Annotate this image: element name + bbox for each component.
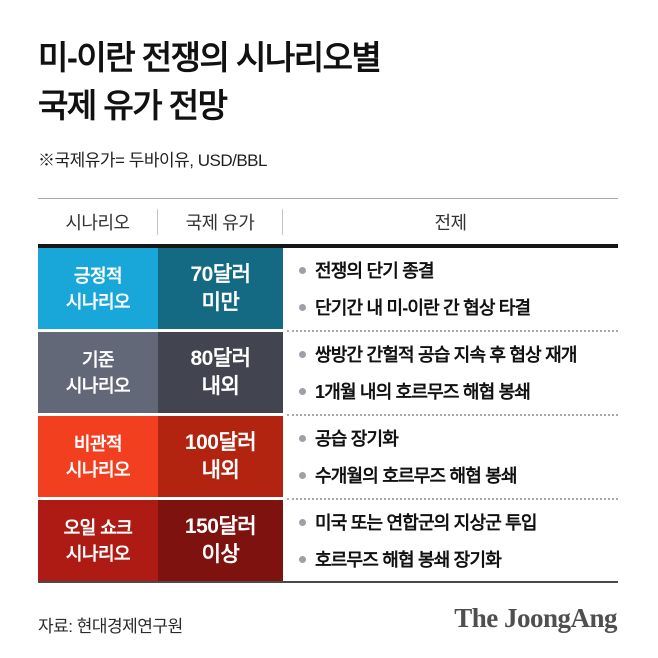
- table-row-oil-shock: 오일 쇼크 시나리오 150달러 이상 미국 또는 연합군의 지상군 투입 호르…: [38, 500, 618, 581]
- source-credit: 자료: 현대경제연구원: [38, 617, 183, 636]
- premise-cell: 공습 장기화 수개월의 호르무즈 해협 봉쇄: [283, 416, 618, 500]
- premise-item: 전쟁의 단기 종결: [299, 257, 618, 283]
- price-cell: 80달러 내외: [158, 332, 283, 413]
- header-divider: [157, 208, 158, 235]
- premise-item: 쌍방간 간헐적 공습 지속 후 협상 재개: [299, 341, 618, 367]
- bullet-icon: [299, 471, 306, 479]
- bullet-icon: [299, 303, 306, 311]
- table-header-row: 시나리오 국제 유가 전제: [38, 199, 618, 244]
- premise-text: 호르무즈 해협 봉쇄 장기화: [315, 550, 502, 570]
- scenario-cell: 오일 쇼크 시나리오: [38, 500, 158, 581]
- premise-text: 1개월 내의 호르무즈 해협 봉쇄: [315, 382, 531, 402]
- table-top-divider: [38, 198, 618, 199]
- premise-text: 단기간 내 미-이란 간 협상 타결: [315, 298, 531, 318]
- premise-cell: 전쟁의 단기 종결 단기간 내 미-이란 간 협상 타결: [283, 248, 618, 332]
- scenario-cell: 기준 시나리오: [38, 332, 158, 413]
- scenario-label-line1: 오일 쇼크: [63, 517, 133, 538]
- premise-text: 전쟁의 단기 종결: [315, 261, 435, 281]
- table-row-base: 기준 시나리오 80달러 내외 쌍방간 간헐적 공습 지속 후 협상 재개 1개…: [38, 332, 618, 416]
- premise-text: 미국 또는 연합군의 지상군 투입: [315, 513, 537, 533]
- price-line2: 이상: [201, 542, 240, 566]
- scenario-label-line2: 시나리오: [65, 543, 131, 564]
- price-line1: 100달러: [184, 430, 257, 454]
- dotted-separator: [287, 498, 618, 500]
- subtitle-note: ※국제유가= 두바이유, USD/BBL: [38, 151, 267, 170]
- scenario-cell: 긍정적 시나리오: [38, 248, 158, 329]
- price-line1: 70달러: [190, 262, 252, 286]
- price-line2: 미만: [201, 290, 240, 314]
- header-oil-price: 국제 유가: [185, 212, 255, 233]
- price-line1: 80달러: [190, 346, 252, 370]
- scenario-label-line1: 기준: [81, 349, 115, 370]
- price-cell: 100달러 내외: [158, 416, 283, 497]
- bullet-icon: [299, 555, 306, 563]
- header-premise: 전제: [434, 212, 467, 233]
- price-cell: 70달러 미만: [158, 248, 283, 329]
- premise-item: 1개월 내의 호르무즈 해협 봉쇄: [299, 378, 618, 404]
- bullet-icon: [299, 350, 306, 358]
- premise-text: 수개월의 호르무즈 해협 봉쇄: [315, 466, 518, 486]
- premise-item: 미국 또는 연합군의 지상군 투입: [299, 509, 618, 535]
- scenario-label-line2: 시나리오: [65, 291, 131, 312]
- premise-text: 공습 장기화: [315, 429, 399, 449]
- scenario-table: 시나리오 국제 유가 전제 긍정적 시나리오 70달러 미만 전쟁의 단기 종결: [38, 198, 618, 583]
- premise-item: 수개월의 호르무즈 해협 봉쇄: [299, 462, 618, 488]
- bullet-icon: [299, 266, 306, 274]
- price-line2: 내외: [201, 458, 240, 482]
- header-divider: [282, 208, 283, 235]
- bullet-icon: [299, 434, 306, 442]
- joongang-logo: The JoongAng: [454, 603, 617, 633]
- table-bottom-divider: [38, 581, 618, 583]
- scenario-label-line2: 시나리오: [65, 459, 131, 480]
- header-scenario: 시나리오: [65, 212, 130, 233]
- scenario-label-line1: 비관적: [73, 433, 123, 454]
- title-line-1: 미-이란 전쟁의 시나리오별: [38, 39, 382, 76]
- premise-item: 공습 장기화: [299, 425, 618, 451]
- title-line-2: 국제 유가 전망: [38, 87, 228, 124]
- dotted-separator: [287, 330, 618, 332]
- premise-cell: 미국 또는 연합군의 지상군 투입 호르무즈 해협 봉쇄 장기화: [283, 500, 618, 581]
- header-bottom-bar: [38, 244, 618, 248]
- table-row-positive: 긍정적 시나리오 70달러 미만 전쟁의 단기 종결 단기간 내 미-이란 간 …: [38, 248, 618, 332]
- premise-cell: 쌍방간 간헐적 공습 지속 후 협상 재개 1개월 내의 호르무즈 해협 봉쇄: [283, 332, 618, 416]
- scenario-cell: 비관적 시나리오: [38, 416, 158, 497]
- premise-item: 호르무즈 해협 봉쇄 장기화: [299, 546, 618, 572]
- price-line2: 내외: [201, 374, 240, 398]
- scenario-label-line2: 시나리오: [65, 375, 131, 396]
- table-row-pessimistic: 비관적 시나리오 100달러 내외 공습 장기화 수개월의 호르무즈 해협 봉쇄: [38, 416, 618, 500]
- premise-item: 단기간 내 미-이란 간 협상 타결: [299, 294, 618, 320]
- price-cell: 150달러 이상: [158, 500, 283, 581]
- page-title: 미-이란 전쟁의 시나리오별 국제 유가 전망: [38, 34, 382, 130]
- premise-text: 쌍방간 간헐적 공습 지속 후 협상 재개: [315, 345, 577, 365]
- dotted-separator: [287, 414, 618, 416]
- price-line1: 150달러: [184, 514, 257, 538]
- bullet-icon: [299, 518, 306, 526]
- scenario-label-line1: 긍정적: [73, 265, 123, 286]
- bullet-icon: [299, 387, 306, 395]
